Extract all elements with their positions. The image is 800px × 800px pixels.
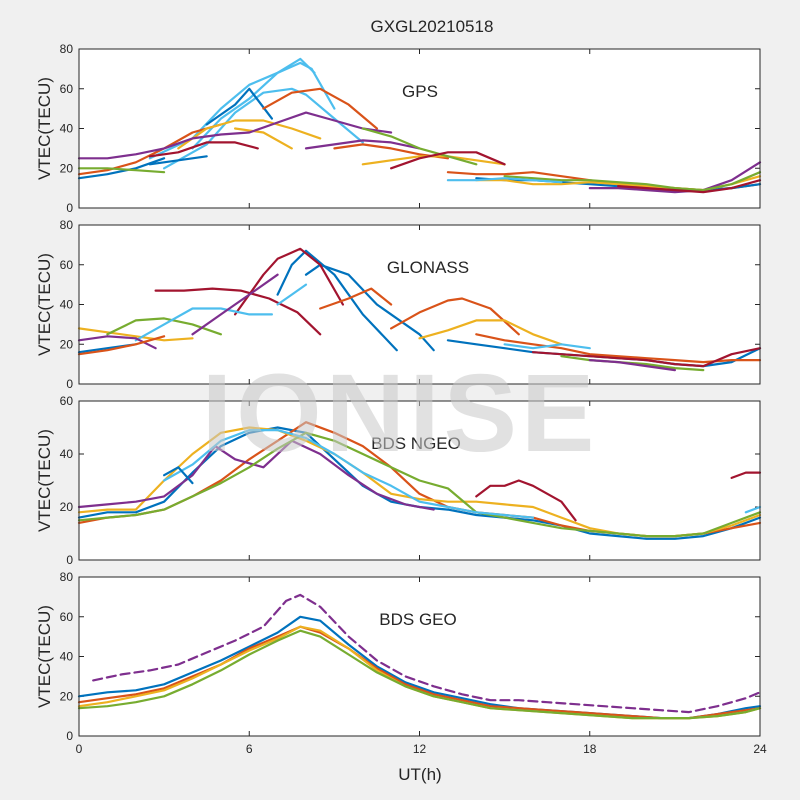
series-line bbox=[77, 111, 393, 160]
series-line bbox=[77, 629, 762, 720]
y-tick-label: 60 bbox=[60, 610, 74, 624]
series-line bbox=[148, 155, 208, 166]
series-line bbox=[92, 593, 762, 714]
series-line bbox=[390, 151, 506, 170]
series-line bbox=[319, 287, 393, 310]
series-line bbox=[616, 179, 762, 194]
y-axis-label: VTEC(TECU) bbox=[35, 253, 54, 356]
series-line bbox=[77, 167, 166, 174]
series-line bbox=[503, 171, 762, 192]
y-axis-label: VTEC(TECU) bbox=[35, 77, 54, 180]
y-tick-label: 20 bbox=[60, 337, 74, 351]
panel-label: BDS NGEO bbox=[371, 434, 461, 453]
series-line bbox=[134, 307, 273, 342]
series-line bbox=[154, 287, 322, 336]
y-tick-label: 20 bbox=[60, 689, 74, 703]
series-line bbox=[475, 479, 577, 522]
series-line bbox=[77, 335, 157, 350]
y-tick-label: 80 bbox=[60, 42, 74, 56]
y-tick-label: 80 bbox=[60, 570, 74, 584]
series-line bbox=[77, 431, 762, 538]
panel-1: 0 20 40 60 80 GPS VTEC(TECU) bbox=[35, 42, 762, 215]
x-tick-label: 0 bbox=[76, 742, 83, 756]
plot-area bbox=[79, 49, 760, 208]
y-axis-label: VTEC(TECU) bbox=[35, 429, 54, 532]
series-line bbox=[77, 439, 435, 511]
series-line bbox=[531, 347, 762, 368]
y-tick-label: 0 bbox=[66, 377, 73, 391]
series-line bbox=[304, 139, 421, 150]
axes-box bbox=[78, 576, 761, 737]
series-line bbox=[148, 141, 259, 158]
x-tick-label: 6 bbox=[246, 742, 253, 756]
axes-box bbox=[78, 224, 761, 385]
panel-4: 0 20 40 60 80 0 6 12 18 24 BDS GEO VTEC(TECU) bbox=[35, 570, 767, 756]
y-tick-label: 0 bbox=[66, 201, 73, 215]
series-line bbox=[234, 127, 293, 150]
axes-box bbox=[78, 400, 761, 561]
panel-2: 0 20 40 60 80 GLONASS VTEC(TECU) bbox=[35, 218, 762, 391]
figure-title: GXGL20210518 bbox=[371, 17, 494, 36]
series-line bbox=[446, 177, 563, 184]
series-line bbox=[276, 283, 308, 306]
series-line bbox=[191, 273, 279, 336]
series-line bbox=[163, 466, 194, 485]
series-line bbox=[163, 87, 364, 170]
series-line bbox=[276, 249, 398, 352]
series-line bbox=[191, 57, 316, 150]
series-line bbox=[730, 471, 762, 479]
y-tick-label: 60 bbox=[60, 394, 74, 408]
series-line bbox=[77, 327, 194, 342]
series-line bbox=[503, 343, 591, 350]
panel-label: GLONASS bbox=[387, 258, 469, 277]
y-tick-label: 0 bbox=[66, 553, 73, 567]
y-tick-label: 60 bbox=[60, 258, 74, 272]
panel-label: GPS bbox=[402, 82, 438, 101]
series-line bbox=[361, 127, 478, 166]
plot-area bbox=[79, 577, 760, 736]
series-line bbox=[234, 247, 344, 316]
series-line bbox=[418, 319, 563, 346]
series-line bbox=[588, 359, 677, 372]
x-tick-label: 18 bbox=[583, 742, 597, 756]
series-line bbox=[262, 87, 378, 130]
y-tick-label: 80 bbox=[60, 218, 74, 232]
series-line bbox=[177, 119, 322, 150]
x-tick-label: 24 bbox=[753, 742, 767, 756]
x-tick-label: 12 bbox=[413, 742, 427, 756]
y-axis-label: VTEC(TECU) bbox=[35, 605, 54, 708]
plot-area bbox=[79, 225, 760, 384]
series-line bbox=[77, 335, 166, 356]
y-tick-label: 60 bbox=[60, 82, 74, 96]
y-tick-label: 0 bbox=[66, 729, 73, 743]
series-line bbox=[390, 297, 520, 336]
y-tick-label: 20 bbox=[60, 161, 74, 175]
axes-box bbox=[78, 48, 761, 209]
y-tick-label: 20 bbox=[60, 500, 74, 514]
y-tick-label: 40 bbox=[60, 298, 74, 312]
panel-3: 0 20 40 60 BDS NGEO VTEC(TECU) bbox=[35, 394, 762, 567]
y-tick-label: 40 bbox=[60, 122, 74, 136]
series-line bbox=[588, 161, 762, 194]
panel-label: BDS GEO bbox=[379, 610, 456, 629]
series-line bbox=[205, 87, 273, 126]
y-tick-label: 40 bbox=[60, 650, 74, 664]
x-axis-label: UT(h) bbox=[398, 765, 441, 784]
series-line bbox=[744, 505, 762, 514]
y-tick-label: 40 bbox=[60, 447, 74, 461]
series-line bbox=[163, 429, 535, 519]
